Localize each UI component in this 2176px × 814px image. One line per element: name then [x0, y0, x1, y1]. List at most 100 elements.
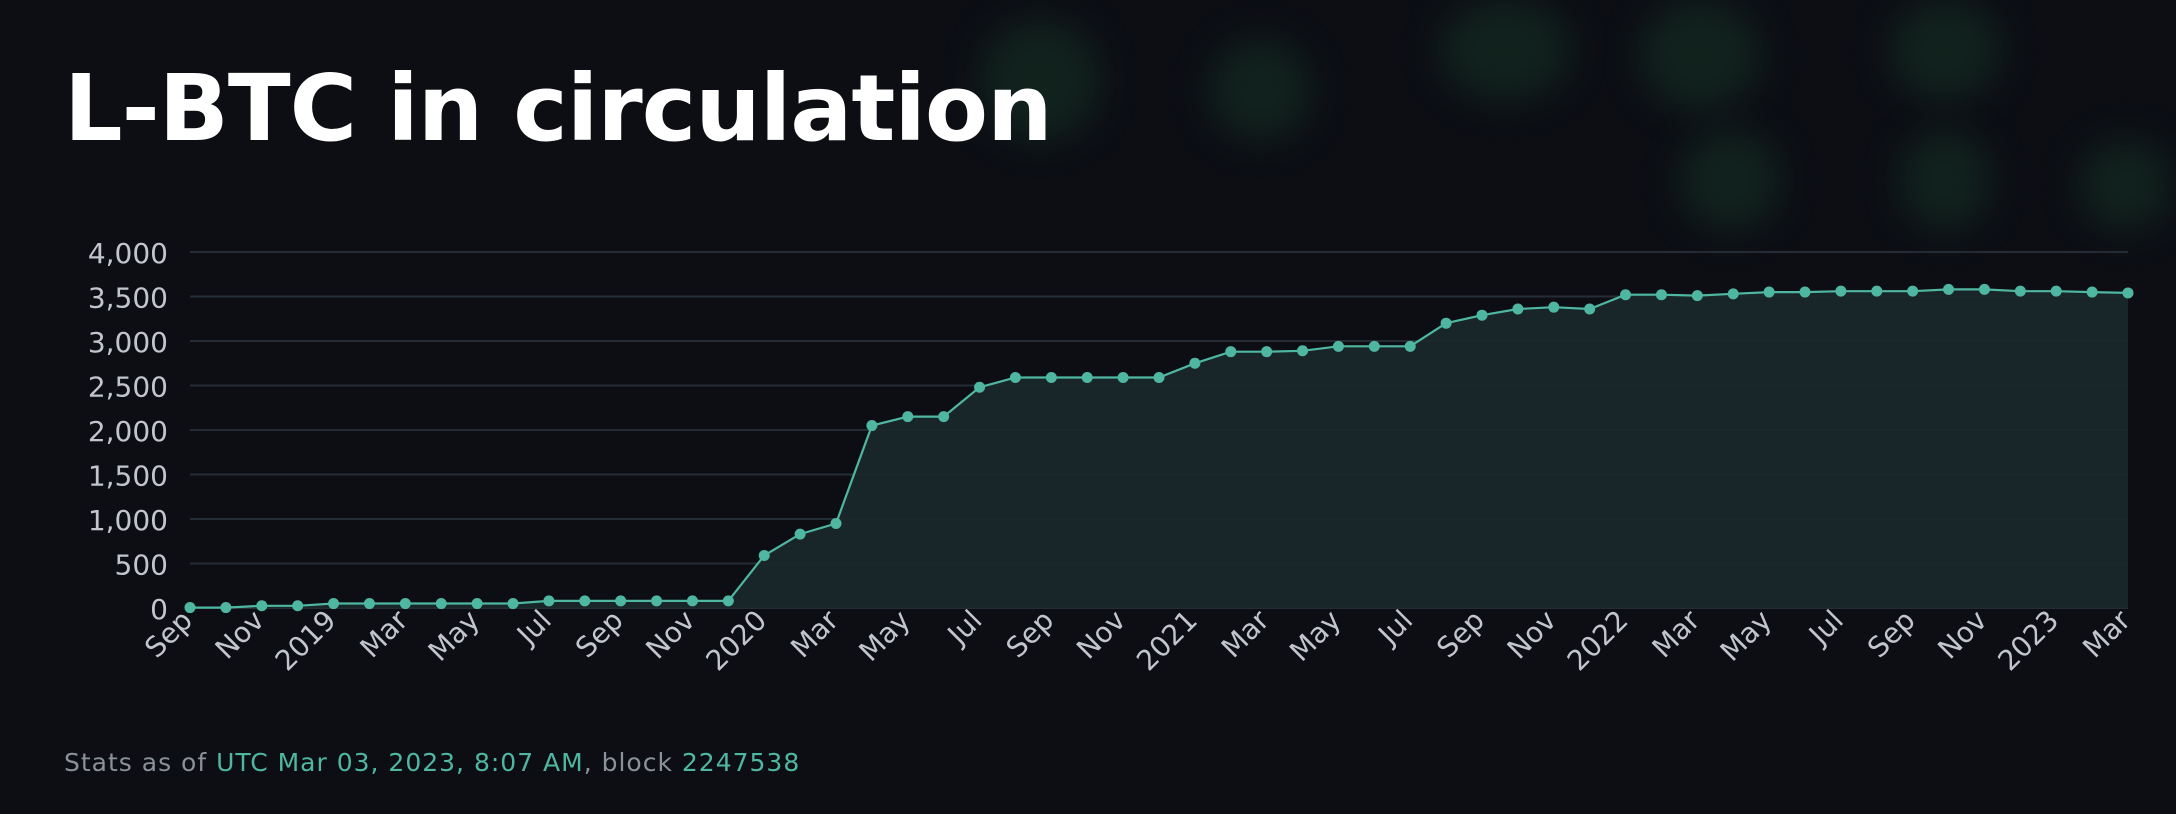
- data-point: [1548, 301, 1560, 313]
- x-tick-label: Jul: [940, 604, 989, 653]
- background-blob: [1900, 130, 1990, 230]
- background-blob: [980, 20, 1100, 140]
- data-point: [722, 595, 734, 607]
- y-tick-label: 1,000: [88, 504, 168, 537]
- x-tick-label: Sep: [569, 604, 630, 665]
- x-tick-label: Mar: [354, 603, 415, 664]
- x-tick-label: Nov: [639, 604, 701, 666]
- x-tick-label: 2023: [1991, 604, 2065, 678]
- data-point: [974, 381, 986, 393]
- x-tick-label: May: [422, 604, 486, 668]
- y-tick-label: 2,000: [88, 415, 168, 448]
- data-point: [292, 600, 304, 612]
- x-tick-label: Mar: [784, 603, 845, 664]
- data-point: [1978, 283, 1990, 295]
- stats-prefix: Stats as of: [64, 748, 217, 777]
- data-point: [794, 528, 806, 540]
- data-point: [543, 595, 555, 607]
- x-tick-label: 2019: [269, 604, 343, 678]
- data-point: [1081, 371, 1093, 383]
- stats-separator: , block: [583, 748, 682, 777]
- data-point: [2086, 286, 2098, 298]
- data-point: [1655, 289, 1667, 301]
- data-point: [1584, 303, 1596, 315]
- data-point: [686, 595, 698, 607]
- x-tick-label: Jul: [509, 604, 558, 653]
- data-point: [1404, 340, 1416, 352]
- data-point: [1943, 283, 1955, 295]
- x-tick-label: Nov: [1931, 604, 1993, 666]
- y-tick-label: 4,000: [88, 237, 168, 270]
- stats-block: 2247538: [681, 748, 801, 777]
- page-title: L-BTC in circulation: [64, 55, 1053, 162]
- data-point: [1763, 286, 1775, 298]
- data-point: [1009, 371, 1021, 383]
- x-tick-label: Jul: [1371, 604, 1420, 653]
- data-point: [1117, 371, 1129, 383]
- background-blob: [1210, 40, 1310, 140]
- data-point: [830, 517, 842, 529]
- background-blob: [2080, 140, 2170, 230]
- data-point: [902, 411, 914, 423]
- data-point: [328, 598, 340, 610]
- x-tick-label: 2021: [1130, 604, 1204, 678]
- y-tick-label: 500: [115, 549, 168, 582]
- data-point: [1261, 346, 1273, 358]
- x-tick-label: Sep: [1000, 604, 1061, 665]
- data-point: [651, 595, 663, 607]
- data-point: [1727, 288, 1739, 300]
- x-tick-label: Mar: [1646, 603, 1707, 664]
- data-point: [1368, 340, 1380, 352]
- circulation-chart: 0 500 1,000 1,500 2,000 2,500 3,000 3,500 4,000 S…: [88, 237, 2137, 678]
- series-area: [190, 289, 2128, 608]
- y-tick-label: 1,500: [88, 460, 168, 493]
- data-point: [866, 420, 878, 432]
- x-tick-label: Mar: [1215, 603, 1276, 664]
- data-point: [1799, 286, 1811, 298]
- data-point: [1512, 303, 1524, 315]
- y-tick-label: 3,500: [88, 282, 168, 315]
- stats-footer: Stats as of UTC Mar 03, 2023, 8:07 AM, b…: [64, 748, 800, 777]
- data-point: [1332, 340, 1344, 352]
- x-tick-label: May: [1283, 604, 1347, 668]
- stats-timestamp: UTC Mar 03, 2023, 8:07 AM: [216, 748, 584, 777]
- y-tick-label: 0: [150, 593, 168, 626]
- data-point: [363, 598, 375, 610]
- x-tick-label: Nov: [1070, 604, 1132, 666]
- x-tick-label: 2022: [1561, 604, 1635, 678]
- background-blob: [1890, 0, 2000, 100]
- data-point: [1440, 317, 1452, 329]
- x-tick-label: 2020: [699, 604, 773, 678]
- x-tick-label: Nov: [1501, 604, 1563, 666]
- x-tick-label: May: [1714, 604, 1778, 668]
- data-point: [2122, 287, 2134, 299]
- y-tick-label: 2,500: [88, 371, 168, 404]
- data-point: [1476, 309, 1488, 321]
- x-tick-label: Sep: [1430, 604, 1491, 665]
- background-blob: [1680, 130, 1780, 230]
- data-point: [1691, 290, 1703, 302]
- data-point: [1189, 357, 1201, 369]
- data-point: [938, 411, 950, 423]
- data-point: [579, 595, 591, 607]
- data-point: [435, 598, 447, 610]
- y-tick-label: 3,000: [88, 326, 168, 359]
- background-blob: [1440, 0, 1570, 100]
- data-point: [399, 598, 411, 610]
- data-point: [2014, 285, 2026, 297]
- data-point: [1620, 289, 1632, 301]
- x-tick-label: Sep: [1861, 604, 1922, 665]
- x-tick-label: May: [852, 604, 916, 668]
- data-point: [1225, 346, 1237, 358]
- data-point: [1835, 285, 1847, 297]
- data-point: [507, 598, 519, 610]
- data-point: [1907, 285, 1919, 297]
- data-point: [184, 602, 196, 614]
- background-blob: [1640, 0, 1760, 110]
- data-point: [1153, 371, 1165, 383]
- x-tick-label: Nov: [209, 604, 271, 666]
- data-point: [1297, 345, 1309, 357]
- x-tick-label: Mar: [2076, 603, 2137, 664]
- data-point: [758, 549, 770, 561]
- data-point: [1871, 285, 1883, 297]
